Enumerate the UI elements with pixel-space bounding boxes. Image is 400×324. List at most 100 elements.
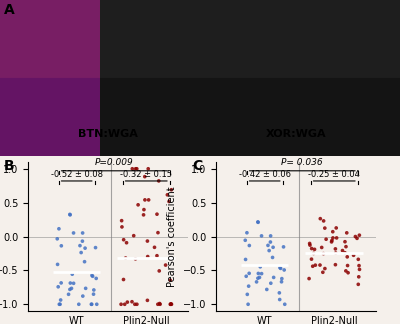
Point [245, 302, 251, 307]
Point [58, 243, 64, 249]
Point [258, 233, 265, 238]
Point [55, 284, 61, 289]
Point [333, 226, 340, 231]
Point [253, 279, 260, 284]
Point [276, 290, 282, 295]
Point [130, 233, 137, 238]
Point [155, 302, 161, 307]
Point [69, 272, 76, 277]
Point [135, 202, 141, 207]
Point [322, 226, 328, 231]
Point [92, 245, 99, 250]
Point [258, 271, 265, 276]
Point [343, 268, 349, 273]
Point [132, 166, 139, 171]
Point [266, 248, 272, 253]
Point [246, 284, 252, 289]
Point [129, 166, 136, 171]
Point [57, 302, 63, 307]
Point [280, 244, 287, 249]
Y-axis label: Pearson's coefficient: Pearson's coefficient [167, 186, 177, 287]
Point [54, 262, 61, 267]
Point [279, 276, 285, 281]
Point [142, 197, 148, 202]
Text: A: A [4, 3, 15, 17]
Point [68, 286, 75, 291]
Point [244, 230, 250, 235]
Point [268, 281, 274, 286]
Point [308, 246, 315, 251]
Point [156, 301, 163, 306]
Point [166, 199, 172, 204]
Point [132, 302, 138, 307]
Text: P= 0.036: P= 0.036 [282, 158, 323, 168]
Text: -0.25 ± 0.04: -0.25 ± 0.04 [308, 170, 360, 179]
Point [307, 243, 313, 248]
Point [134, 302, 140, 307]
Text: Anti-Corr: Anti-Corr [217, 284, 263, 293]
Point [354, 236, 360, 241]
Point [82, 286, 89, 291]
Point [277, 265, 283, 270]
Point [264, 287, 270, 292]
Point [318, 245, 325, 250]
Text: -0.42 ± 0.06: -0.42 ± 0.06 [239, 170, 291, 179]
Point [70, 281, 77, 286]
Point [320, 270, 326, 275]
Point [342, 250, 348, 255]
Point [320, 251, 327, 256]
Point [79, 238, 86, 244]
Point [88, 302, 94, 307]
Point [356, 263, 362, 268]
Point [168, 302, 175, 307]
Point [58, 297, 64, 303]
Point [80, 230, 86, 236]
Point [256, 275, 263, 280]
Point [162, 262, 169, 268]
Point [306, 241, 313, 246]
Point [132, 256, 139, 261]
Point [308, 257, 315, 262]
Point [311, 247, 318, 252]
Text: Corr: Corr [217, 180, 238, 189]
Point [334, 235, 340, 240]
Point [164, 192, 170, 197]
Point [320, 218, 327, 224]
Point [90, 274, 96, 279]
Point [70, 230, 77, 236]
Point [332, 246, 339, 251]
Point [82, 246, 88, 251]
Point [355, 282, 362, 287]
Point [255, 271, 262, 276]
Point [120, 277, 127, 282]
Point [144, 298, 151, 303]
Point [332, 262, 339, 267]
Point [122, 302, 128, 307]
Point [267, 239, 274, 245]
Point [124, 299, 130, 305]
Point [276, 297, 283, 302]
Point [278, 266, 284, 271]
Point [312, 262, 318, 268]
Point [269, 255, 276, 260]
Point [154, 212, 160, 217]
Point [268, 233, 274, 238]
Point [328, 239, 335, 245]
Point [257, 264, 264, 270]
Point [167, 302, 174, 307]
Point [58, 280, 64, 285]
Point [54, 236, 60, 241]
Point [155, 230, 161, 235]
Point [142, 174, 148, 179]
Point [356, 267, 363, 272]
Point [154, 253, 160, 258]
Title: XOR:WGA: XOR:WGA [266, 129, 326, 139]
Point [310, 251, 317, 256]
Point [243, 274, 249, 279]
Point [168, 301, 174, 307]
Point [255, 276, 261, 281]
Point [306, 276, 312, 281]
Point [156, 178, 162, 183]
Point [122, 255, 129, 260]
Point [80, 294, 86, 299]
